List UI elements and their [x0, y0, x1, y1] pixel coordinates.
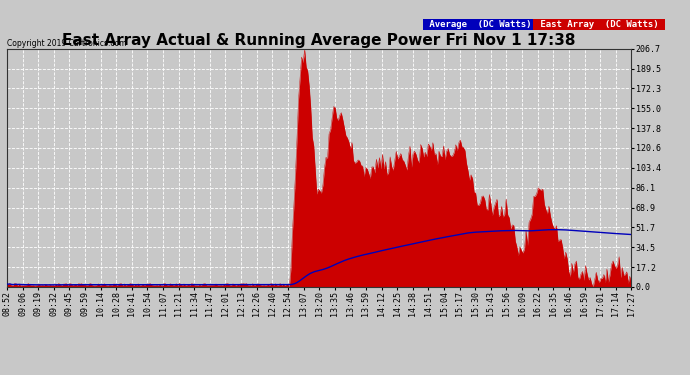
Text: East Array  (DC Watts): East Array (DC Watts): [535, 20, 664, 29]
Text: Average  (DC Watts): Average (DC Watts): [424, 20, 538, 29]
Text: Copyright 2019 Cartronics.com: Copyright 2019 Cartronics.com: [7, 39, 126, 48]
Title: East Array Actual & Running Average Power Fri Nov 1 17:38: East Array Actual & Running Average Powe…: [62, 33, 576, 48]
